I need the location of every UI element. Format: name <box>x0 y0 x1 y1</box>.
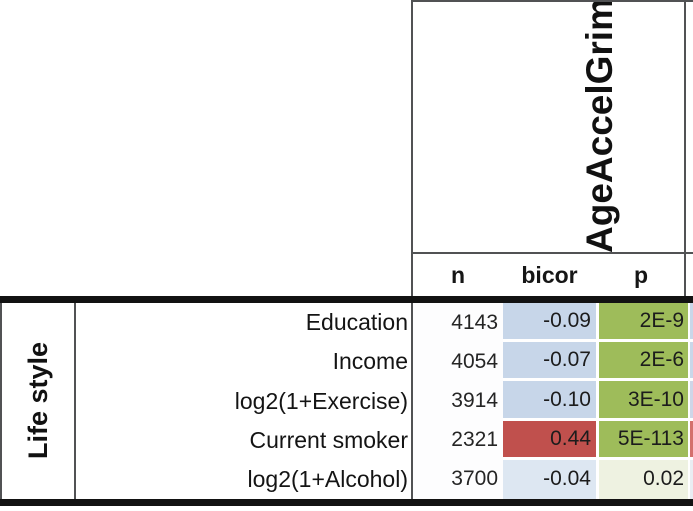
row-group-label: Life style <box>22 342 53 460</box>
table-row: log2(1+Exercise) 3914 -0.10 3E-10 <box>76 381 693 421</box>
row-label: Education <box>305 309 408 336</box>
vertical-border-main <box>411 0 413 500</box>
cell-bicor: -0.04 <box>503 459 596 500</box>
row-label: log2(1+Alcohol) <box>247 465 408 492</box>
cell-n: 3700 <box>413 459 503 500</box>
next-column-sliver <box>688 342 693 382</box>
row-label: Current smoker <box>249 426 408 453</box>
cell-bicor: -0.07 <box>503 342 596 382</box>
table-row: Income 4054 -0.07 2E-6 <box>76 342 693 382</box>
table-row: log2(1+Alcohol) 3700 -0.04 0.02 <box>76 459 693 500</box>
column-header-n: n <box>450 261 466 288</box>
column-header-p: p <box>633 261 649 288</box>
cell-p: 3E-10 <box>596 381 688 421</box>
clock-name-label: AgeAccelGrim <box>579 0 620 253</box>
table-body: Education 4143 -0.09 2E-9 Income 4054 -0… <box>76 303 693 500</box>
column-header-bicor: bicor <box>521 261 578 288</box>
next-column-sliver <box>688 420 693 460</box>
next-column-sliver <box>688 303 693 343</box>
next-column-sliver <box>688 459 693 500</box>
table-row: Current smoker 2321 0.44 5E-113 <box>76 420 693 460</box>
header-divider <box>411 252 693 254</box>
cell-n: 3914 <box>413 381 503 421</box>
vertical-border-right <box>684 0 686 297</box>
thick-divider-bottom <box>0 499 693 506</box>
cell-bicor: -0.09 <box>503 303 596 343</box>
thick-divider-top <box>0 296 693 303</box>
clock-header-cell: AgeAccelGrim <box>555 0 645 253</box>
cell-n: 2321 <box>413 420 503 460</box>
group-divider <box>74 303 76 500</box>
cell-bicor: 0.44 <box>503 420 596 460</box>
top-border <box>411 0 693 2</box>
cell-n: 4054 <box>413 342 503 382</box>
cell-p: 5E-113 <box>596 420 688 460</box>
column-header-row: n bicor p <box>413 254 686 296</box>
cell-bicor: -0.10 <box>503 381 596 421</box>
table-row: Education 4143 -0.09 2E-9 <box>76 303 693 343</box>
row-group-cell: Life style <box>2 303 74 499</box>
next-column-sliver <box>688 381 693 421</box>
cell-p: 0.02 <box>596 459 688 500</box>
row-label: Income <box>332 348 408 375</box>
cell-n: 4143 <box>413 303 503 343</box>
row-label: log2(1+Exercise) <box>234 387 408 414</box>
vertical-border-left <box>0 303 2 500</box>
cell-p: 2E-6 <box>596 342 688 382</box>
cell-p: 2E-9 <box>596 303 688 343</box>
